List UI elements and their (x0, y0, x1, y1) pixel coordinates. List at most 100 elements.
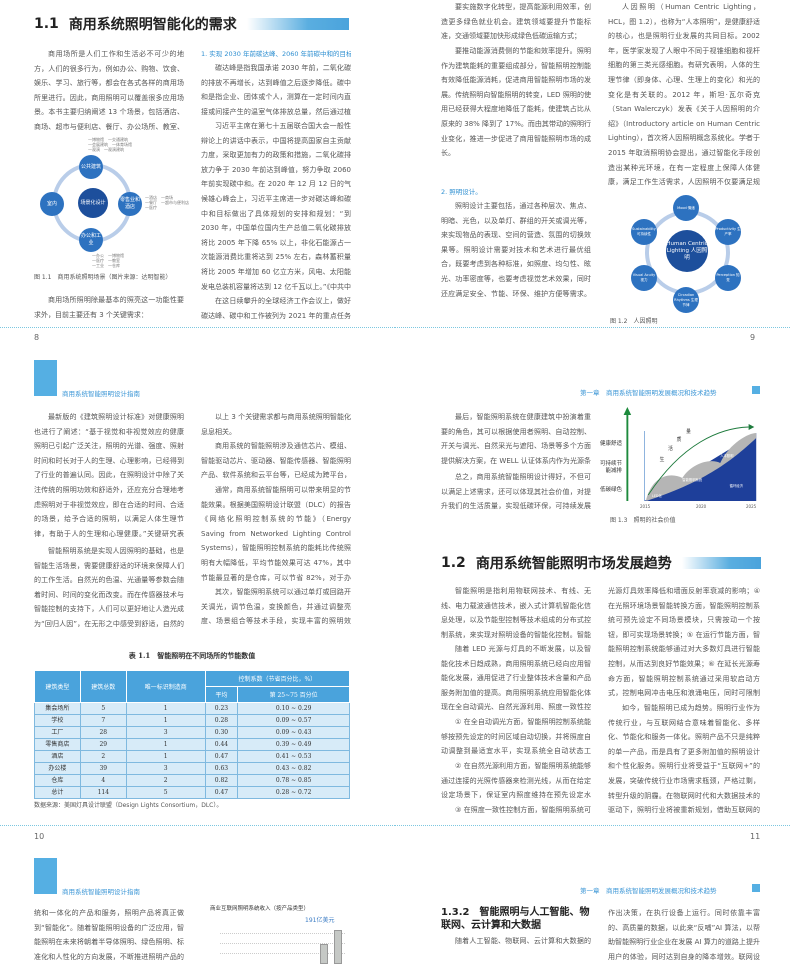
table-cell: 0.41 ~ 0.53 (237, 750, 350, 763)
paragraph: 如今，智能照明已成为趋势。照明行业作为传统行业，与互联网结合意味着智能化、多样化… (608, 704, 760, 815)
col-header: 平均 (204, 686, 239, 703)
running-head: 商用系统智能照明设计指南 (62, 888, 140, 896)
running-head: 商用系统智能照明设计指南 (62, 390, 140, 398)
node: Visual Acuity 视力 (631, 265, 657, 291)
table-cell: 3 (125, 726, 206, 739)
paragraph: 商用场所照明除最基本的照亮这一功能性要求外，目前主要还有 3 个关键需求： (34, 296, 184, 319)
node: 室内 (40, 192, 64, 216)
node: 零售业和酒店 (118, 192, 142, 216)
center-node: Human Centric Lighting 人因照明 (666, 230, 708, 272)
heading-number: 1.2 (441, 555, 466, 571)
figure-caption: 图 1.3 照明的社会价值 (610, 517, 676, 524)
paragraph: 习近平主席在第七十五届联合国大会一般性辩论上的讲话中表示，中国将提高国家自主贡献… (201, 122, 351, 291)
table-cell: 0.30 (204, 726, 239, 739)
fig-labels-top: —博物馆 —交通建筑 —会展建筑 —体育场馆 —观演 —观演建筑 (88, 137, 132, 152)
table-row: 酒店 2 1 0.47 0.41 ~ 0.53 (34, 750, 350, 763)
col-header: 第 25~75 百分位 (237, 686, 350, 703)
table-source: 数据来源：美国灯具设计联盟（Design Lights Consortium，D… (34, 802, 223, 809)
heading-text: 商用系统照明智能化的需求 (68, 17, 237, 33)
page8-right-column: 1. 实现 2030 年前碳达峰、2060 年前碳中和的目标。 碳达峰是指我国承… (201, 47, 351, 325)
paragraph: 最后，智能照明系统在健康建筑中扮演着重要的角色，其可以根据使用者照明、自动控制、… (441, 413, 591, 465)
table-cell: 仓库 (34, 774, 81, 787)
subsection-heading-1-3-2: 1.3.2 智能照明与人工智能、物联网、云计算和大数据 (441, 907, 590, 931)
paragraph: 总之，商用系统智能照明设计得好，不但可以满足上述需求，还可以体现其社会价值，对提… (441, 473, 591, 511)
curve-label: 量 (686, 428, 691, 435)
paragraph: 照明设计主要包括，通过各种层次、焦点、明暗、光色，以及单灯、群组的开关或调光等，… (441, 202, 591, 298)
table-cell: 39 (79, 762, 127, 775)
fig-labels-right: —酒店 —商场 —餐厅 —超市与便利店 —医疗 (145, 195, 189, 210)
col-header: 唯一标识制造商 (125, 670, 206, 703)
paragraph: 光源灯具效率降低和墙面反射率衰减的影响；④ 在光照环境场景智能转换方面，智能照明… (608, 587, 760, 698)
x-tick: 2025 (746, 504, 757, 509)
paragraph: ① 在全自动调光方面，智能照明控制系统能够按预先设定的时间区域自动切换，并将照度… (441, 718, 591, 756)
heading-text: 商用系统智能照明市场发展趋势 (475, 556, 672, 572)
col-header: 建筑类型 (34, 670, 81, 703)
table-row: 仓库 4 2 0.82 0.78 ~ 0.85 (34, 774, 350, 787)
paragraph: 最新版的《建筑照明设计标准》对健康照明也进行了阐述：“基于视觉和非视觉效应的健康… (34, 413, 184, 538)
paragraph: 要推动能源消费侧的节能和效率提升。照明作为建筑能耗的重要组成部分，智能照明控制能… (441, 47, 591, 158)
paragraph: 人因照明（Human Centric Lighting，HCL，图 1.2），也… (608, 3, 760, 187)
y-label: 可持续节能减排 (599, 461, 622, 474)
paragraph: 随着人工智能、物联网、云计算和大数据的应用， (455, 937, 591, 945)
table-cell: 0.28 ~ 0.72 (237, 786, 350, 799)
page9-left-column: 要实施数字化转型，提高能源利用效率，创造更多绿色就业机会。建筑领域要提升节能标准… (441, 0, 591, 310)
col-group-header: 控制系数（节省百分比，%） (204, 670, 351, 687)
chart-title: 商业互联网照明系统收入（按产品类型） (210, 906, 310, 912)
table-cell: 0.28 (204, 714, 239, 727)
section-heading-1-2: 1.2 商用系统智能照明市场发展趋势 (441, 553, 761, 573)
paragraph: 智能照明是指利用物联网技术、有线、无线、电力载波通信技术，嵌入式计算机智能化信息… (441, 587, 591, 639)
table-cell: 114 (79, 786, 127, 799)
table-cell: 0.44 (204, 738, 239, 751)
paragraph: 商用场所是人们工作和生活必不可少的地方，人们的很多行为，例如办公、购物、饮食、娱… (34, 50, 184, 131)
table-cell: 0.10 ~ 0.29 (237, 702, 350, 715)
heading-number: 1.1 (34, 16, 59, 32)
node: Productivity 生产率 (715, 219, 741, 245)
page11-left-column: 智能照明是指利用物联网技术、有线、无线、电力载波通信技术，嵌入式计算机智能化信息… (441, 584, 591, 822)
figure-1-2: Human Centric Lighting 人因照明 Mood 情绪 Prod… (620, 195, 750, 315)
table-cell: 2 (79, 750, 127, 763)
paragraph: 作出决策，在执行设备上运行。同时依靠丰富的、高质量的数据，以此来“反哺”AI 算… (608, 909, 760, 960)
curve-label: 生 (660, 456, 665, 463)
table-cell: 2 (125, 774, 206, 787)
table-row: 总计 114 5 0.47 0.28 ~ 0.72 (34, 786, 350, 799)
table-cell: 0.47 (204, 750, 239, 763)
paragraph: 智能照明系统是实现人因照明的基础，也是智能生活场景，需要健康舒适的环境来保障人们… (34, 547, 184, 628)
page13-left-column: 1.3.2 智能照明与人工智能、物联网、云计算和大数据 随着人工智能、物联网、云… (441, 906, 591, 960)
paragraph: 随着 LED 光源与灯具的不断发展，以及智能化技术日趋成熟，商用照明系统已经向应… (441, 645, 591, 712)
table-cell: 5 (79, 702, 127, 715)
social-value-chart: 生 活 质 量 LED化 智能照明系统 人本照明 循环经济 (623, 407, 757, 501)
table-cell: 酒店 (34, 750, 81, 763)
paragraph: 商用系统的智能照明涉及通信芯片、模组、智能驱动芯片、驱动器、智能传感器、智能照明… (201, 442, 351, 480)
center-node: 场景化设计 (78, 188, 108, 218)
table-cell: 5 (125, 786, 206, 799)
grey-area (646, 433, 757, 501)
table-cell: 4 (79, 774, 127, 787)
table-block: 表 1.1 智能照明在不同场所的节能数值 建筑类型 建筑总数 唯一标识制造商 控… (34, 650, 351, 810)
running-head-block (752, 386, 760, 394)
figure-1-3: 健康舒适 可持续节能减排 低碳绿色 生 活 质 量 LED化 智能照明系统 人本… (596, 403, 760, 513)
y-label: 低碳绿色 (599, 487, 622, 493)
table-row: 工厂 28 3 0.30 0.09 ~ 0.43 (34, 726, 350, 739)
y-label: 健康舒适 (599, 441, 622, 447)
table-cell: 1 (125, 738, 206, 751)
col-header: 建筑总数 (79, 670, 127, 703)
table-row: 学校 7 1 0.28 0.09 ~ 0.57 (34, 714, 350, 727)
divider (395, 327, 790, 328)
page-number: 10 (34, 832, 45, 841)
page-number: 9 (750, 333, 756, 342)
subheading: 2. 照明设计。 (441, 188, 482, 196)
divider (0, 825, 395, 826)
divider (0, 327, 395, 328)
table-cell: 办公楼 (34, 762, 81, 775)
chart-callout: 191亿美元 (305, 917, 335, 924)
table-row: 办公楼 39 3 0.63 0.43 ~ 0.82 (34, 762, 350, 775)
table-cell: 7 (79, 714, 127, 727)
table-cell: 3 (125, 762, 206, 775)
running-head-block (752, 884, 760, 892)
table-caption: 表 1.1 智能照明在不同场所的节能数值 (128, 651, 256, 660)
x-tick: 2015 (640, 504, 651, 509)
table-cell: 0.63 (204, 762, 239, 775)
heading-bar (246, 18, 349, 30)
table-cell: 28 (79, 726, 127, 739)
fig-labels-bottom: —办公 —博物馆 —医疗 —教室 —工业 —仓库 (92, 253, 124, 268)
